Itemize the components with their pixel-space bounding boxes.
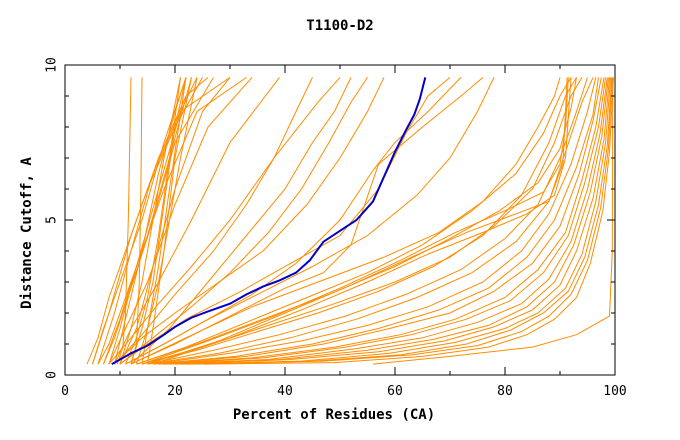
chart-title: T1100-D2 <box>306 18 373 34</box>
x-tick-label-20: 20 <box>167 384 183 399</box>
y-axis-label: Distance Cutoff, A <box>19 157 35 309</box>
series-line-12 <box>92 77 209 365</box>
x-tick-label-40: 40 <box>277 384 293 399</box>
x-tick-label-0: 0 <box>61 384 69 399</box>
x-axis-label: Percent of Residues (CA) <box>233 407 435 423</box>
x-tick-label-80: 80 <box>497 384 513 399</box>
y-tick-label-5: 5 <box>45 216 60 224</box>
series-line-36 <box>163 77 608 365</box>
series-line-6 <box>103 77 214 365</box>
x-tick-label-60: 60 <box>387 384 403 399</box>
series-line-48 <box>372 77 614 365</box>
highlight-series-line <box>111 77 427 365</box>
series-line-39 <box>180 77 612 365</box>
series-line-46 <box>152 77 572 365</box>
series-line-27 <box>141 77 577 365</box>
series-line-50 <box>119 77 368 365</box>
y-tick-label-10: 10 <box>45 57 60 73</box>
series-line-32 <box>152 77 599 365</box>
series-line-14 <box>141 77 187 365</box>
series-line-40 <box>185 77 613 365</box>
series-line-1 <box>116 77 132 365</box>
series-layer <box>86 76 614 365</box>
series-line-20 <box>114 77 280 365</box>
series-line-22 <box>114 77 385 365</box>
series-line-30 <box>147 77 594 365</box>
series-line-16 <box>136 77 198 365</box>
highlight-layer <box>111 77 427 365</box>
series-line-10 <box>119 77 181 365</box>
series-line-33 <box>158 77 602 365</box>
series-line-35 <box>163 77 607 365</box>
series-line-28 <box>141 77 583 365</box>
series-line-21 <box>108 77 341 365</box>
y-tick-label-0: 0 <box>45 371 60 379</box>
series-line-9 <box>97 76 231 365</box>
series-line-44 <box>141 77 569 365</box>
series-line-42 <box>202 77 614 365</box>
series-line-43 <box>136 77 577 365</box>
series-line-41 <box>191 77 613 365</box>
axis-layer: 0 20 40 60 80 100 0 5 10 <box>45 57 627 399</box>
series-line-49 <box>125 77 462 365</box>
series-line-19 <box>108 77 253 365</box>
series-line-52 <box>130 77 352 365</box>
series-line-11 <box>103 76 247 365</box>
series-line-7 <box>108 77 198 365</box>
series-line-13 <box>130 77 187 365</box>
series-line-45 <box>147 77 568 365</box>
series-line-37 <box>169 77 609 365</box>
series-line-29 <box>147 77 588 365</box>
series-line-26 <box>136 77 572 365</box>
series-line-24 <box>125 77 495 365</box>
series-line-34 <box>158 77 605 365</box>
series-line-31 <box>152 77 597 365</box>
series-line-51 <box>114 77 313 365</box>
x-tick-label-100: 100 <box>603 384 626 399</box>
series-line-38 <box>174 77 610 365</box>
series-line-47 <box>130 77 561 365</box>
